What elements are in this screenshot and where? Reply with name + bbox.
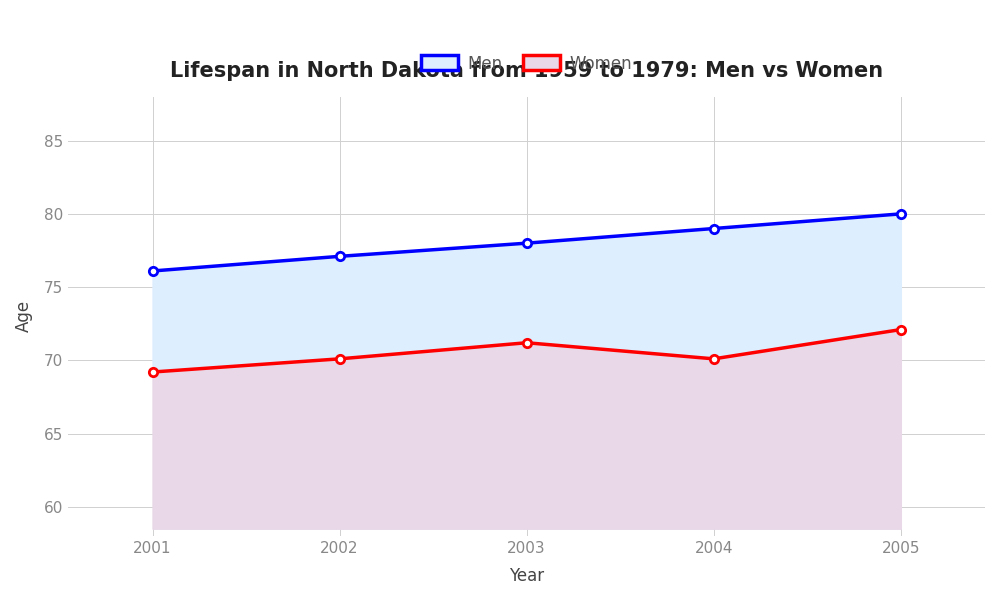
Title: Lifespan in North Dakota from 1959 to 1979: Men vs Women: Lifespan in North Dakota from 1959 to 19…	[170, 61, 883, 81]
Y-axis label: Age: Age	[15, 301, 33, 332]
Legend: Men, Women: Men, Women	[414, 48, 639, 79]
X-axis label: Year: Year	[509, 567, 544, 585]
